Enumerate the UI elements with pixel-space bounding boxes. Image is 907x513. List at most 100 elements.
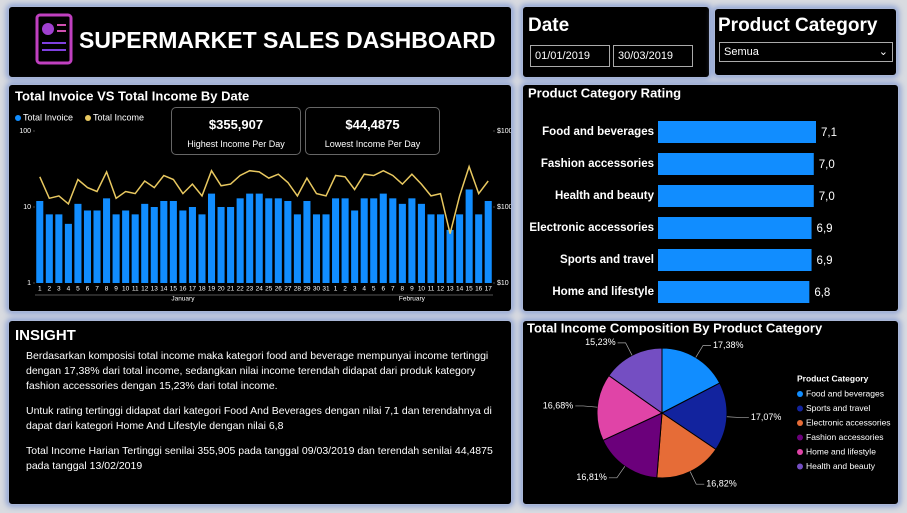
bar xyxy=(236,198,244,283)
slice-label: 17,07% xyxy=(751,412,782,422)
bar xyxy=(83,210,92,283)
bar xyxy=(112,214,120,283)
bar xyxy=(658,281,810,303)
line xyxy=(39,164,489,234)
header-icon: SUPERMARKET SALES DASHBOARD xyxy=(35,13,496,65)
x-tick-label: 4 xyxy=(67,286,71,293)
x-tick-label: 30 xyxy=(313,286,321,293)
bar xyxy=(417,203,425,283)
legend-marker xyxy=(797,405,803,412)
category-label: Product Category xyxy=(718,15,878,36)
bar xyxy=(103,198,111,283)
value-label: 7,0 xyxy=(819,191,835,203)
bar xyxy=(246,193,254,283)
bar xyxy=(658,185,814,207)
bar xyxy=(207,193,216,283)
legend-marker xyxy=(797,391,803,397)
bar xyxy=(169,200,177,283)
x-tick-label: 28 xyxy=(294,286,302,293)
bar xyxy=(658,121,816,143)
pie-slice xyxy=(656,412,717,479)
legend-marker xyxy=(797,434,803,441)
bar xyxy=(141,203,149,283)
value-label: 7,0 xyxy=(819,159,835,171)
bar xyxy=(293,214,301,283)
bar xyxy=(341,198,349,283)
x-tick-label: 8 xyxy=(105,286,109,293)
bar xyxy=(436,214,445,283)
pie-panel: Total Income Composition By Product Cate… xyxy=(522,320,899,505)
date-start[interactable]: 01/01/2019 xyxy=(530,45,610,67)
pie-chart: Total Income Composition By Product Cate… xyxy=(527,321,891,489)
bar xyxy=(274,198,282,283)
category-label: Health and beauty xyxy=(555,190,655,202)
bar xyxy=(131,214,139,283)
x-tick-label: 18 xyxy=(198,286,206,293)
insight-panel: INSIGHT Berdasarkan komposisi total inco… xyxy=(8,320,512,505)
legend-label: Health and beauty xyxy=(806,461,876,471)
legend-marker xyxy=(797,449,803,455)
x-tick-label: 11 xyxy=(428,286,435,293)
category-label: Sports and travel xyxy=(560,254,654,266)
bar xyxy=(456,214,464,283)
legend-marker xyxy=(15,115,21,121)
bar xyxy=(408,198,416,283)
x-tick-label: 27 xyxy=(284,286,292,293)
legend-label: Total Invoice xyxy=(23,112,73,122)
bar xyxy=(93,210,101,283)
bar xyxy=(379,193,387,283)
x-tick-label: 10 xyxy=(122,286,130,293)
combo-panel: Total Invoice VS Total Income By Date Tot… xyxy=(8,84,512,312)
y2-tick-label: $100 xyxy=(497,204,512,211)
date-end[interactable]: 30/03/2019 xyxy=(613,45,693,67)
x-tick-label: 21 xyxy=(227,286,235,293)
bar xyxy=(265,198,273,283)
bar xyxy=(284,200,292,283)
pie-slice xyxy=(596,374,663,442)
x-tick-label: 12 xyxy=(437,286,445,293)
bar xyxy=(446,229,454,283)
bar xyxy=(122,210,130,283)
x-tick-label: 7 xyxy=(391,286,395,293)
dropdown-arrow: ⌄ xyxy=(878,46,888,58)
bar xyxy=(227,207,235,283)
bar xyxy=(484,200,492,283)
bar xyxy=(188,207,196,283)
x-tick-label: 3 xyxy=(57,286,61,293)
leader-line xyxy=(617,342,633,356)
leader-line xyxy=(689,471,705,485)
header-panel: SUPERMARKET SALES DASHBOARD xyxy=(8,6,512,78)
bar xyxy=(465,189,473,283)
x-tick-label: 10 xyxy=(418,286,426,293)
slice-label: 16,82% xyxy=(706,479,737,489)
bar xyxy=(150,207,158,283)
value-label: 6,9 xyxy=(817,223,833,235)
bar xyxy=(64,223,72,283)
insight-title: INSIGHT xyxy=(15,327,76,344)
x-tick-label: 29 xyxy=(303,286,311,293)
x-tick-label: 3 xyxy=(353,286,357,293)
legend-label: Home and lifestyle xyxy=(806,446,876,456)
x-tick-label: 15 xyxy=(466,286,474,293)
bar xyxy=(312,214,321,283)
category-dropdown[interactable]: Semua ⌄ xyxy=(719,42,893,62)
combo-chart: Total Invoice VS Total Income By Date Tot… xyxy=(15,88,512,303)
leader-line xyxy=(695,345,712,358)
bar xyxy=(475,214,483,283)
legend-label: Total Income xyxy=(93,112,144,122)
x-tick-label: 7 xyxy=(95,286,99,293)
bar xyxy=(160,200,168,283)
x-tick-label: 15 xyxy=(170,286,178,293)
bar xyxy=(351,210,359,283)
x-tick-label: 23 xyxy=(246,286,254,293)
category-label: Home and lifestyle xyxy=(552,286,654,298)
slice-label: 15,23% xyxy=(585,337,616,347)
value-label: 6,9 xyxy=(817,255,833,267)
y2-tick-label: $1000 xyxy=(497,128,512,135)
rating-panel: Product Category Rating Food and beverage… xyxy=(522,84,899,312)
x-tick-label: 4 xyxy=(362,286,366,293)
value-label: 7,1 xyxy=(821,127,837,139)
card-label: Lowest Income Per Day xyxy=(324,139,421,149)
leader-line xyxy=(575,405,598,408)
